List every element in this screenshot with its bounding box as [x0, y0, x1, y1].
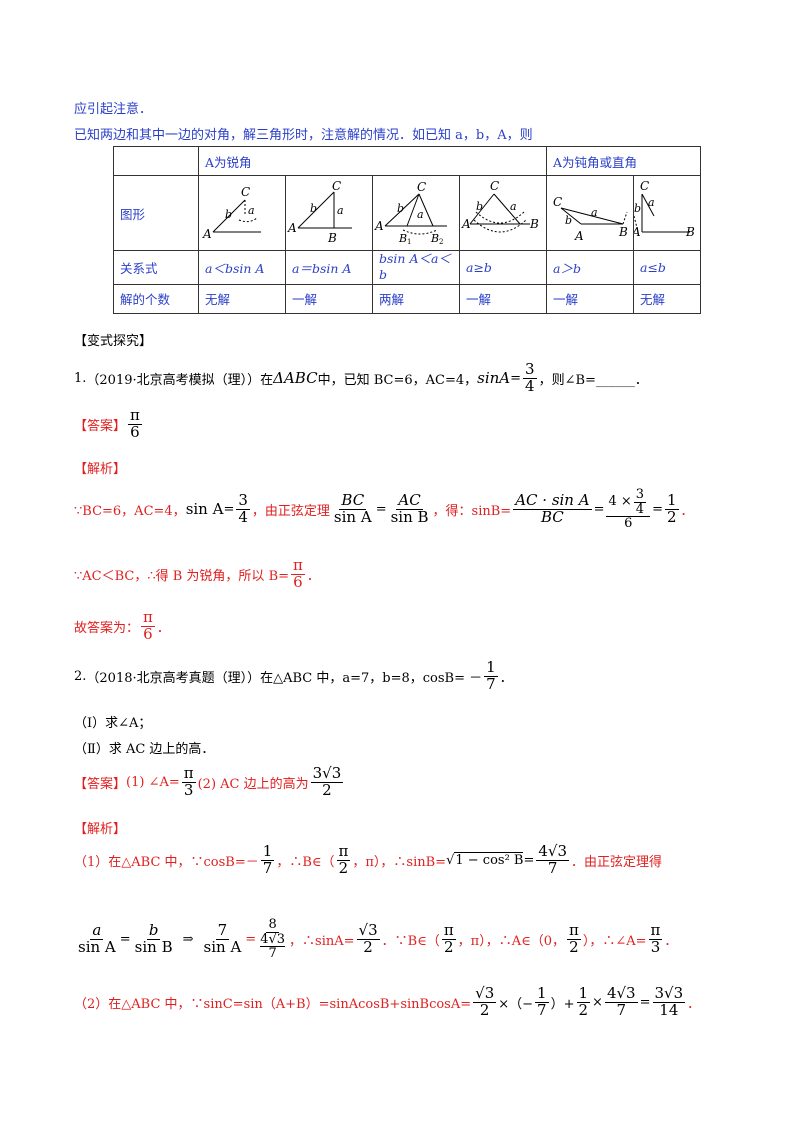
svg-text:b: b — [634, 202, 641, 215]
svg-text:b: b — [397, 202, 404, 215]
svg-text:b: b — [225, 208, 232, 221]
svg-text:B: B — [398, 232, 407, 245]
intro-line-1: 应引起注意． — [74, 102, 153, 117]
q2-analysis-tag: 【解析】 — [74, 822, 127, 837]
relation-cell: a＝bsin A — [285, 250, 373, 285]
svg-text:B: B — [327, 231, 337, 245]
svg-text:C: C — [241, 185, 250, 199]
svg-text:A: A — [634, 225, 641, 239]
svg-text:a: a — [591, 206, 598, 219]
svg-text:C: C — [417, 180, 426, 194]
svg-text:C: C — [640, 179, 649, 193]
relation-cell: a＞b — [546, 250, 634, 285]
q2-statement: 2. （2018·北京高考真题（理））在△ABC 中，a=7，b=8，cosB=… — [74, 658, 513, 693]
svg-text:b: b — [476, 200, 483, 213]
row-label-count: 解的个数 — [113, 283, 199, 314]
svg-text:b: b — [310, 202, 317, 215]
figure-obtuse-no-solution: C b a A B — [633, 175, 701, 251]
figure-obtuse-one-solution: C A b a B — [546, 175, 634, 251]
figure-one-solution-a-ge-b: A C b a B — [459, 175, 547, 251]
svg-text:C: C — [332, 179, 341, 193]
header-acute: A为锐角 — [198, 146, 547, 176]
table-relation-row: 关系式 a＜bsin A a＝bsin A bsin A＜a＜b a≥b a＞b… — [113, 250, 701, 285]
q2-part-2: （Ⅱ）求 AC 边上的高． — [74, 742, 215, 757]
q1-analysis-tag: 【解析】 — [74, 462, 127, 477]
relation-cell: bsin A＜a＜b — [372, 250, 460, 285]
count-cell: 一解 — [546, 283, 634, 314]
count-cell: 一解 — [285, 283, 373, 314]
q2-part-1: （Ⅰ）求∠A； — [74, 716, 152, 731]
svg-text:C: C — [490, 179, 499, 193]
intro-line-2: 已知两边和其中一边的对角，解三角形时，注意解的情况．如已知 a，b，A，则 — [74, 128, 533, 143]
count-cell: 无解 — [633, 283, 701, 314]
svg-text:a: a — [337, 204, 344, 217]
row-label-figure: 图形 — [113, 175, 199, 251]
svg-text:A: A — [574, 229, 584, 243]
svg-text:B: B — [430, 232, 439, 245]
header-obtuse: A为钝角或直角 — [546, 146, 701, 176]
svg-text:A: A — [461, 217, 471, 231]
section-title: 【变式探究】 — [74, 334, 153, 349]
svg-text:b: b — [565, 214, 572, 227]
count-cell: 无解 — [198, 283, 286, 314]
triangle-solutions-table: A为锐角 A为钝角或直角 图形 A C b a A C b — [113, 146, 701, 314]
q2-solution-line-3: （2）在△ABC 中，∵sinC=sin（A+B）=sinAcosB+sinBc… — [74, 984, 701, 1019]
svg-text:B: B — [618, 225, 628, 239]
figure-no-solution-acute: A C b a — [198, 175, 286, 251]
count-cell: 两解 — [372, 283, 460, 314]
svg-text:a: a — [648, 196, 655, 209]
svg-text:a: a — [417, 208, 424, 221]
q2-solution-line-2: a sin A = b sin B ⇒ 7 sin A = 8 4√3 7 ，∴sinA=… — [78, 917, 678, 962]
row-label-relation: 关系式 — [113, 250, 199, 285]
relation-cell: a≥b — [459, 250, 547, 285]
q1-statement: 1. （2019·北京高考模拟（理））在 ΔABC 中，已知 BC=6，AC=4… — [74, 360, 648, 395]
svg-text:A: A — [287, 221, 297, 235]
svg-text:2: 2 — [439, 238, 443, 246]
svg-text:B: B — [685, 225, 695, 239]
table-figure-row: 图形 A C b a A C b a B — [113, 175, 701, 251]
svg-text:a: a — [510, 200, 517, 213]
relation-cell: a≤b — [633, 250, 701, 285]
relation-cell: a＜bsin A — [198, 250, 286, 285]
count-cell: 一解 — [459, 283, 547, 314]
figure-one-solution-right: A C b a B — [285, 175, 373, 251]
table-count-row: 解的个数 无解 一解 两解 一解 一解 无解 — [113, 283, 701, 314]
svg-text:B: B — [529, 217, 539, 231]
svg-text:1: 1 — [407, 238, 411, 246]
svg-text:A: A — [374, 219, 384, 233]
svg-text:A: A — [202, 227, 212, 241]
table-header-row: A为锐角 A为钝角或直角 — [113, 146, 701, 176]
svg-text:a: a — [248, 204, 255, 217]
svg-text:C: C — [553, 195, 562, 209]
